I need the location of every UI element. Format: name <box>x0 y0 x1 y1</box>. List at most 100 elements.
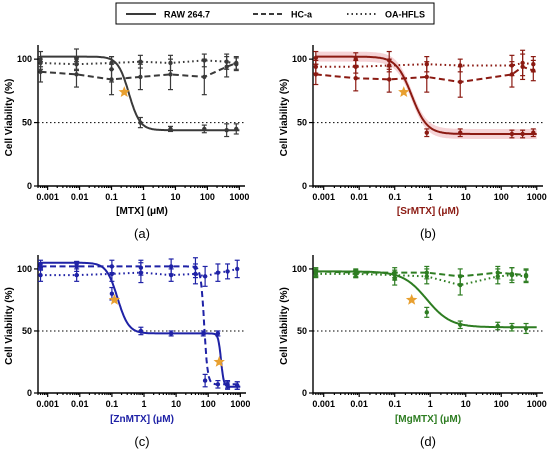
series-line <box>40 265 241 386</box>
data-point <box>168 272 174 278</box>
series-line <box>315 61 534 68</box>
x-tick-label: 0.01 <box>350 192 368 202</box>
data-point <box>313 64 319 69</box>
ic50-star <box>108 293 121 305</box>
y-tick-label: 50 <box>22 118 32 128</box>
data-point <box>509 131 515 137</box>
panel-label: (c) <box>134 434 149 449</box>
data-point <box>353 271 358 277</box>
panel-label: (d) <box>420 434 436 449</box>
data-point <box>458 79 463 85</box>
data-point <box>38 272 43 278</box>
x-tick-label: 10 <box>170 192 180 202</box>
x-tick-label: 0.001 <box>312 192 335 202</box>
series-line <box>315 270 527 278</box>
data-point <box>424 62 429 67</box>
data-point <box>458 63 463 68</box>
data-point <box>458 130 463 135</box>
x-tick-label: 0.1 <box>105 192 118 202</box>
data-point <box>74 62 79 67</box>
panel-srmtx: 0 50 100 0.001 0.01 0.1 1 10 100 1000 [SrMTX] (μM)… <box>279 45 547 241</box>
data-point <box>215 331 221 336</box>
legend-box <box>115 2 435 25</box>
legend-label-raw: RAW 264.7 <box>164 10 210 20</box>
x-tick-label: 1 <box>141 399 146 409</box>
data-point <box>225 383 230 388</box>
data-point <box>520 131 525 137</box>
y-tick-label: 100 <box>17 264 32 274</box>
x-tick-label: 100 <box>494 399 509 409</box>
data-point <box>234 62 239 67</box>
data-point <box>109 60 114 66</box>
legend-label-oa: OA-HFLS <box>385 10 425 20</box>
x-tick-label: 10 <box>461 399 471 409</box>
data-point <box>74 264 79 269</box>
x-tick-label: 0.01 <box>71 192 89 202</box>
y-axis-title: Cell Viability (%) <box>4 287 15 365</box>
y-tick-label: 100 <box>292 54 307 64</box>
data-point <box>202 74 207 80</box>
data-point <box>520 60 525 66</box>
data-point <box>38 264 43 269</box>
y-tick-label: 50 <box>297 326 307 336</box>
x-tick-label: 1 <box>141 192 146 202</box>
series-line <box>315 65 534 84</box>
panel-label: (b) <box>420 226 436 241</box>
data-point <box>531 130 536 135</box>
x-axis-title: [SrMTX] (μM) <box>397 206 459 217</box>
ic50-star <box>405 293 418 305</box>
legend-label-hca: HC-a <box>291 10 313 20</box>
data-point <box>235 266 240 272</box>
data-point <box>38 60 43 66</box>
panel-znmtx: 0 50 100 0.001 0.01 0.1 1 10 100 1000 [ZnMTX] (μM)… <box>4 255 250 449</box>
data-point <box>531 62 536 67</box>
legend: RAW 264.7 HC-a OA-HFLS <box>115 2 435 25</box>
data-point <box>215 270 221 275</box>
data-point <box>509 63 515 68</box>
y-tick-label: 100 <box>17 54 32 64</box>
data-point <box>109 77 114 82</box>
data-point <box>224 59 229 64</box>
x-tick-label: 10 <box>461 192 471 202</box>
y-tick-label: 50 <box>297 118 307 128</box>
data-point <box>523 274 529 279</box>
series-line <box>315 272 527 287</box>
data-point <box>215 382 221 387</box>
data-point <box>109 271 115 277</box>
data-point <box>424 310 429 315</box>
y-tick-label: 0 <box>302 388 307 398</box>
y-axis-title: Cell Viability (%) <box>279 79 290 157</box>
data-point <box>193 271 198 277</box>
confidence-band <box>315 51 537 139</box>
y-tick-label: 0 <box>27 181 32 191</box>
series-line <box>40 59 237 66</box>
x-tick-label: 0.001 <box>312 399 335 409</box>
data-point <box>387 77 392 82</box>
data-point <box>74 72 79 77</box>
panel-mgmtx: 0 50 100 0.001 0.01 0.1 1 10 100 1000 [MgMTX] (μM)… <box>279 255 547 449</box>
data-point <box>495 274 500 279</box>
x-tick-label: 1000 <box>527 192 547 202</box>
y-axis-title: Cell Viability (%) <box>4 79 15 157</box>
data-point <box>424 74 429 80</box>
data-point <box>313 271 319 277</box>
ic50-star <box>398 86 410 97</box>
data-point <box>509 325 515 330</box>
x-tick-label: 0.1 <box>388 399 401 409</box>
data-point <box>202 378 208 383</box>
x-axis-title: [MgMTX] (μM) <box>395 414 461 425</box>
x-axis-title: [MTX] (μM) <box>116 206 168 217</box>
data-point <box>168 72 173 77</box>
series-line <box>40 62 237 81</box>
x-tick-label: 1 <box>428 192 433 202</box>
data-point <box>234 126 239 132</box>
data-point <box>387 63 392 68</box>
data-point <box>138 59 143 64</box>
series-line <box>315 270 537 329</box>
y-tick-label: 0 <box>302 181 307 191</box>
data-point <box>202 58 207 63</box>
data-point <box>168 331 174 336</box>
x-tick-label: 0.01 <box>71 399 89 409</box>
data-point <box>202 126 207 132</box>
x-tick-label: 100 <box>200 192 215 202</box>
